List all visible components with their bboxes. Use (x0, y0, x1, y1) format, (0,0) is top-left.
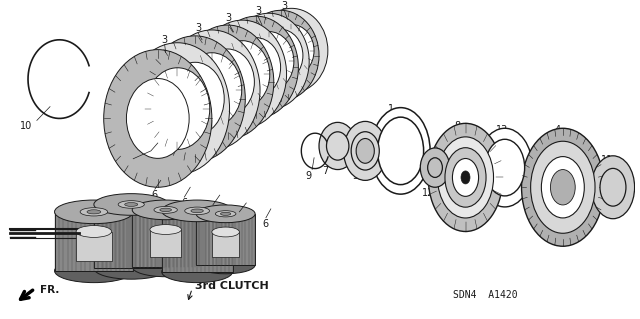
FancyBboxPatch shape (54, 212, 133, 271)
Ellipse shape (160, 208, 172, 211)
Ellipse shape (54, 200, 133, 224)
Ellipse shape (212, 227, 239, 237)
Ellipse shape (356, 138, 374, 163)
Ellipse shape (522, 128, 604, 246)
Ellipse shape (228, 13, 309, 110)
Ellipse shape (181, 25, 274, 139)
Ellipse shape (162, 261, 232, 283)
Ellipse shape (80, 208, 108, 216)
Text: FR.: FR. (40, 286, 59, 295)
Ellipse shape (255, 8, 328, 93)
Text: 1: 1 (388, 104, 394, 114)
Ellipse shape (125, 203, 138, 206)
FancyBboxPatch shape (150, 230, 181, 257)
Ellipse shape (185, 207, 209, 215)
Ellipse shape (145, 68, 210, 149)
Ellipse shape (125, 43, 230, 174)
Ellipse shape (351, 132, 380, 170)
Text: 9: 9 (305, 171, 311, 181)
Ellipse shape (54, 259, 133, 283)
Text: 6: 6 (152, 190, 158, 200)
Text: 3: 3 (225, 13, 232, 23)
Ellipse shape (326, 132, 349, 160)
Ellipse shape (428, 158, 442, 177)
Ellipse shape (319, 122, 356, 170)
FancyBboxPatch shape (76, 232, 111, 261)
Ellipse shape (196, 256, 255, 274)
Ellipse shape (198, 20, 287, 128)
Ellipse shape (145, 36, 245, 162)
FancyBboxPatch shape (196, 214, 255, 265)
Ellipse shape (438, 137, 493, 218)
Text: SDN4  A1420: SDN4 A1420 (452, 291, 517, 300)
FancyBboxPatch shape (94, 204, 168, 268)
Ellipse shape (87, 210, 100, 214)
Text: 5: 5 (352, 171, 358, 181)
Text: 6: 6 (210, 206, 216, 216)
Ellipse shape (371, 108, 430, 194)
Ellipse shape (182, 53, 242, 127)
Ellipse shape (150, 225, 181, 234)
Text: 6: 6 (236, 213, 243, 223)
Ellipse shape (201, 49, 254, 115)
Text: 6: 6 (263, 219, 269, 229)
Ellipse shape (420, 148, 450, 187)
Text: 11: 11 (601, 155, 613, 165)
Ellipse shape (461, 171, 470, 184)
FancyBboxPatch shape (212, 232, 239, 256)
Text: 4: 4 (555, 125, 561, 135)
Ellipse shape (220, 212, 231, 215)
Text: 8: 8 (454, 122, 461, 131)
Text: 7: 7 (322, 166, 328, 176)
Ellipse shape (104, 50, 212, 187)
Text: 13: 13 (496, 125, 508, 135)
Ellipse shape (244, 32, 294, 91)
Text: 3: 3 (195, 23, 201, 33)
Ellipse shape (531, 141, 595, 233)
FancyBboxPatch shape (162, 211, 232, 272)
Ellipse shape (154, 206, 177, 213)
Ellipse shape (214, 16, 298, 118)
Ellipse shape (76, 226, 111, 237)
Ellipse shape (269, 24, 314, 77)
Ellipse shape (485, 139, 525, 196)
Ellipse shape (445, 148, 486, 207)
Ellipse shape (166, 62, 224, 135)
Text: 3: 3 (255, 6, 261, 16)
Ellipse shape (452, 159, 479, 197)
Text: 3: 3 (282, 1, 287, 11)
Ellipse shape (428, 123, 503, 232)
Ellipse shape (196, 205, 255, 223)
Ellipse shape (243, 10, 319, 101)
Text: 6: 6 (181, 198, 188, 208)
Ellipse shape (118, 201, 144, 208)
Text: 10: 10 (20, 122, 33, 131)
Ellipse shape (215, 41, 270, 108)
Text: 3: 3 (162, 35, 168, 45)
Ellipse shape (215, 211, 236, 217)
Text: 2: 2 (128, 160, 134, 170)
Ellipse shape (550, 170, 575, 205)
Ellipse shape (600, 168, 626, 206)
Ellipse shape (94, 194, 168, 215)
Ellipse shape (132, 257, 199, 277)
Text: 12: 12 (422, 188, 435, 198)
Ellipse shape (94, 257, 168, 279)
Text: 3rd CLUTCH: 3rd CLUTCH (195, 281, 269, 291)
Ellipse shape (127, 78, 189, 158)
Ellipse shape (164, 30, 260, 150)
Ellipse shape (232, 38, 280, 97)
Ellipse shape (132, 200, 199, 220)
Ellipse shape (378, 117, 424, 185)
Ellipse shape (259, 29, 303, 82)
Ellipse shape (591, 156, 635, 219)
Ellipse shape (191, 209, 204, 213)
Ellipse shape (162, 200, 232, 222)
Ellipse shape (344, 122, 387, 180)
Ellipse shape (541, 157, 584, 218)
FancyBboxPatch shape (132, 210, 199, 267)
Ellipse shape (477, 128, 532, 207)
